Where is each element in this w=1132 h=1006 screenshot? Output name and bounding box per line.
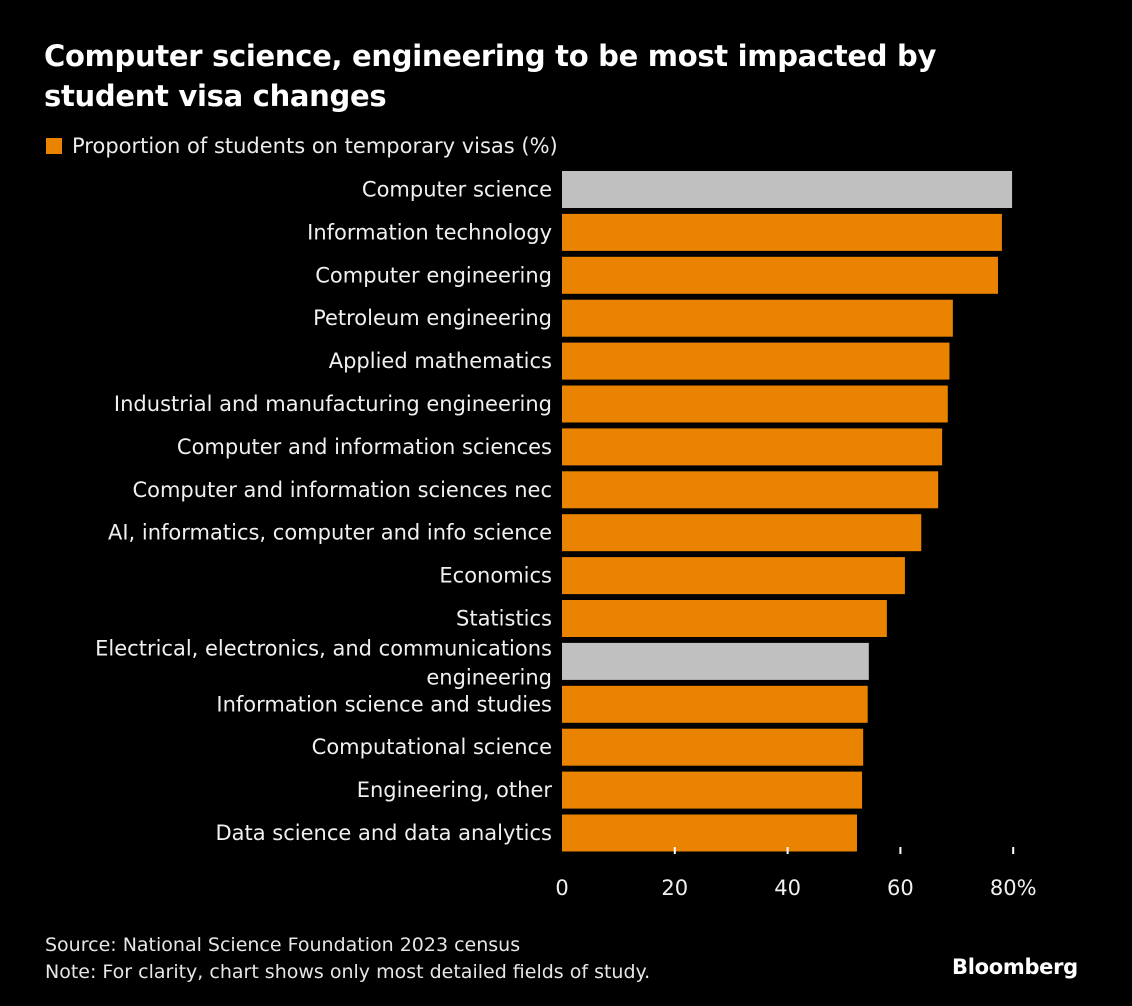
bar-1 [562, 171, 1013, 208]
legend-label: Proportion of students on temporary visa… [72, 134, 558, 158]
x-tick-label: 80% [990, 876, 1037, 900]
x-tick-label: 60 [887, 876, 914, 900]
bar-9 [562, 514, 922, 552]
category-label-line: Electrical, electronics, and communicati… [95, 636, 552, 660]
legend: Proportion of students on temporary visa… [46, 134, 558, 158]
chart-title-line-2: student visa changes [44, 79, 387, 113]
bar-6 [562, 385, 948, 423]
bar-11 [562, 600, 887, 637]
category-label: Computer science [362, 178, 552, 202]
category-label: Computer engineering [315, 263, 552, 287]
category-label: Engineering, other [357, 778, 553, 802]
bar-15 [562, 771, 863, 809]
x-tick-label: 0 [555, 876, 568, 900]
category-label: Statistics [456, 607, 552, 631]
bar-chart: Computer science Information technology Co… [95, 171, 1037, 900]
bar-10 [562, 557, 905, 595]
category-label: AI, informatics, computer and info scien… [108, 521, 552, 545]
chart-title: Computer science, engineering to be most… [44, 36, 1044, 116]
clarity-note: Note: For clarity, chart shows only most… [45, 961, 651, 983]
legend-swatch [46, 138, 62, 154]
bar-4 [562, 299, 953, 337]
category-label: Industrial and manufacturing engineering [114, 392, 552, 416]
category-label: Information technology [307, 220, 552, 244]
bar-2 [562, 213, 1002, 251]
bar-16 [562, 814, 857, 852]
bar-8 [562, 471, 939, 509]
category-label: Information science and studies [216, 692, 552, 716]
bloomberg-logo: Bloomberg [952, 955, 1078, 979]
category-label: Petroleum engineering [313, 306, 552, 330]
chart-title-line-1: Computer science, engineering to be most… [44, 39, 937, 73]
category-label-line: engineering [426, 665, 552, 689]
bar-14 [562, 728, 864, 766]
bar-12 [562, 642, 869, 680]
footer: Source: National Science Foundation 2023… [45, 932, 650, 986]
category-label: Computer and information sciences [177, 435, 552, 459]
bar-13 [562, 685, 868, 723]
bar-5 [562, 342, 950, 380]
category-label: Computational science [312, 735, 552, 759]
x-tick-label: 20 [661, 876, 688, 900]
category-label: Data science and data analytics [215, 821, 552, 845]
x-tick-label: 40 [774, 876, 801, 900]
source-note: Source: National Science Foundation 2023… [45, 934, 521, 956]
category-label: Economics [439, 564, 552, 588]
category-label: Applied mathematics [329, 349, 552, 373]
bar-7 [562, 428, 943, 466]
category-label: Computer and information sciences nec [132, 478, 552, 502]
bar-3 [562, 256, 998, 294]
